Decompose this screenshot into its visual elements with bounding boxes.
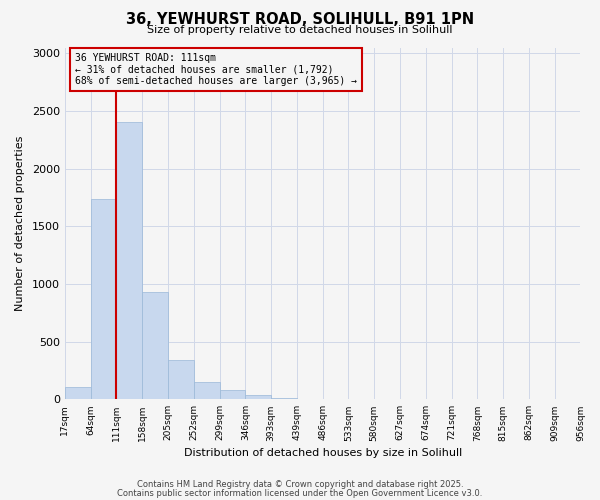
Text: Contains HM Land Registry data © Crown copyright and database right 2025.: Contains HM Land Registry data © Crown c… <box>137 480 463 489</box>
Text: Size of property relative to detached houses in Solihull: Size of property relative to detached ho… <box>147 25 453 35</box>
Bar <box>245 396 271 400</box>
Bar <box>168 360 194 400</box>
Text: 36, YEWHURST ROAD, SOLIHULL, B91 1PN: 36, YEWHURST ROAD, SOLIHULL, B91 1PN <box>126 12 474 28</box>
Bar <box>194 382 220 400</box>
Bar <box>220 390 245 400</box>
Y-axis label: Number of detached properties: Number of detached properties <box>15 136 25 311</box>
X-axis label: Distribution of detached houses by size in Solihull: Distribution of detached houses by size … <box>184 448 462 458</box>
Bar <box>91 198 116 400</box>
Text: 36 YEWHURST ROAD: 111sqm
← 31% of detached houses are smaller (1,792)
68% of sem: 36 YEWHURST ROAD: 111sqm ← 31% of detach… <box>75 53 357 86</box>
Bar <box>65 386 91 400</box>
Text: Contains public sector information licensed under the Open Government Licence v3: Contains public sector information licen… <box>118 488 482 498</box>
Bar <box>116 122 142 400</box>
Bar <box>142 292 168 400</box>
Bar <box>271 398 297 400</box>
